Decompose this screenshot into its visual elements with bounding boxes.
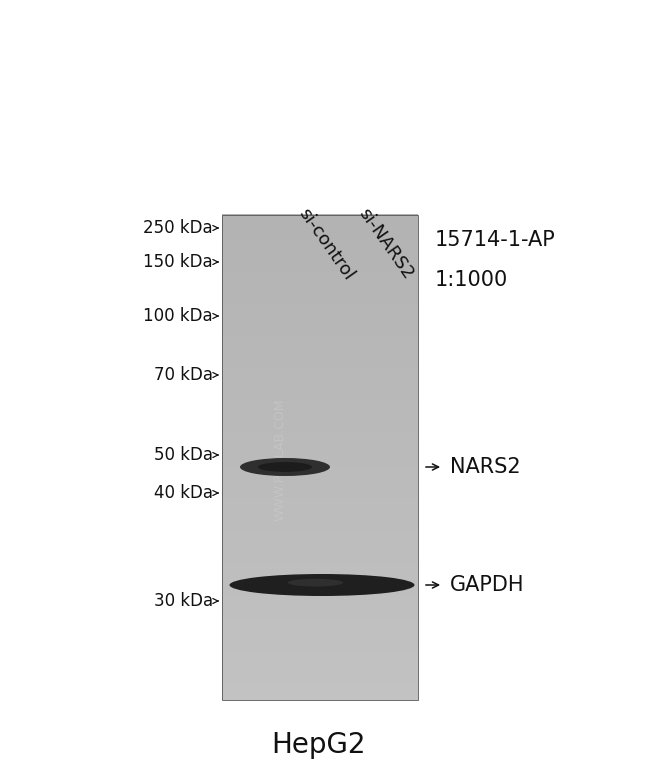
Bar — [222, 336, 418, 344]
Bar — [222, 441, 418, 449]
Bar — [222, 351, 418, 361]
Bar — [222, 215, 418, 700]
Bar — [222, 384, 418, 393]
Bar — [222, 554, 418, 562]
Bar — [222, 497, 418, 506]
Bar — [222, 449, 418, 457]
Ellipse shape — [229, 574, 415, 596]
Text: si-NARS2: si-NARS2 — [355, 205, 417, 282]
Bar — [222, 610, 418, 619]
Bar — [222, 473, 418, 481]
Text: 100 kDa: 100 kDa — [144, 307, 213, 325]
Bar — [222, 683, 418, 692]
Bar — [222, 255, 418, 263]
Bar — [222, 643, 418, 651]
Bar — [222, 312, 418, 320]
Text: 1:1000: 1:1000 — [435, 270, 508, 290]
Bar — [222, 376, 418, 385]
Bar — [222, 368, 418, 377]
Bar — [222, 530, 418, 538]
Ellipse shape — [240, 458, 330, 476]
Text: 150 kDa: 150 kDa — [144, 253, 213, 271]
Bar — [222, 214, 418, 223]
Text: 50 kDa: 50 kDa — [154, 446, 213, 464]
Bar — [222, 319, 418, 328]
Bar — [222, 650, 418, 660]
Bar — [222, 578, 418, 587]
Bar — [222, 489, 418, 498]
Text: NARS2: NARS2 — [450, 457, 521, 477]
Bar — [222, 506, 418, 514]
Bar — [222, 456, 418, 466]
Bar — [222, 538, 418, 546]
Text: 40 kDa: 40 kDa — [154, 484, 213, 502]
Bar — [222, 408, 418, 417]
Bar — [222, 635, 418, 643]
Bar — [222, 659, 418, 668]
Bar — [222, 570, 418, 579]
Bar — [222, 344, 418, 352]
Bar — [222, 619, 418, 627]
Bar — [222, 295, 418, 304]
Bar — [222, 287, 418, 296]
Bar — [222, 432, 418, 442]
Bar — [222, 562, 418, 571]
Bar — [222, 238, 418, 248]
Bar — [222, 327, 418, 337]
Bar — [222, 626, 418, 636]
Bar — [222, 231, 418, 239]
Bar — [222, 465, 418, 474]
Ellipse shape — [288, 579, 343, 587]
Bar — [222, 263, 418, 272]
Text: 30 kDa: 30 kDa — [154, 592, 213, 610]
Bar — [222, 416, 418, 425]
Bar — [222, 521, 418, 530]
Text: HepG2: HepG2 — [271, 731, 365, 759]
Text: 70 kDa: 70 kDa — [154, 366, 213, 384]
Bar — [222, 425, 418, 433]
Bar — [222, 586, 418, 595]
Bar — [222, 602, 418, 611]
Bar — [222, 675, 418, 684]
Text: GAPDH: GAPDH — [450, 575, 525, 595]
Bar — [222, 545, 418, 555]
Bar — [222, 303, 418, 312]
Text: 250 kDa: 250 kDa — [144, 219, 213, 237]
Bar — [222, 594, 418, 603]
Ellipse shape — [258, 462, 312, 472]
Bar — [222, 271, 418, 280]
Text: WWW.PTGLAB.COM: WWW.PTGLAB.COM — [274, 399, 287, 521]
Bar — [222, 691, 418, 700]
Bar — [222, 222, 418, 231]
Text: 15714-1-AP: 15714-1-AP — [435, 230, 556, 250]
Bar — [222, 360, 418, 368]
Text: si-control: si-control — [295, 205, 358, 284]
Bar — [222, 513, 418, 522]
Bar — [222, 279, 418, 287]
Bar — [222, 667, 418, 675]
Bar — [222, 392, 418, 401]
Bar — [222, 481, 418, 490]
Bar — [222, 247, 418, 256]
Bar — [222, 400, 418, 409]
